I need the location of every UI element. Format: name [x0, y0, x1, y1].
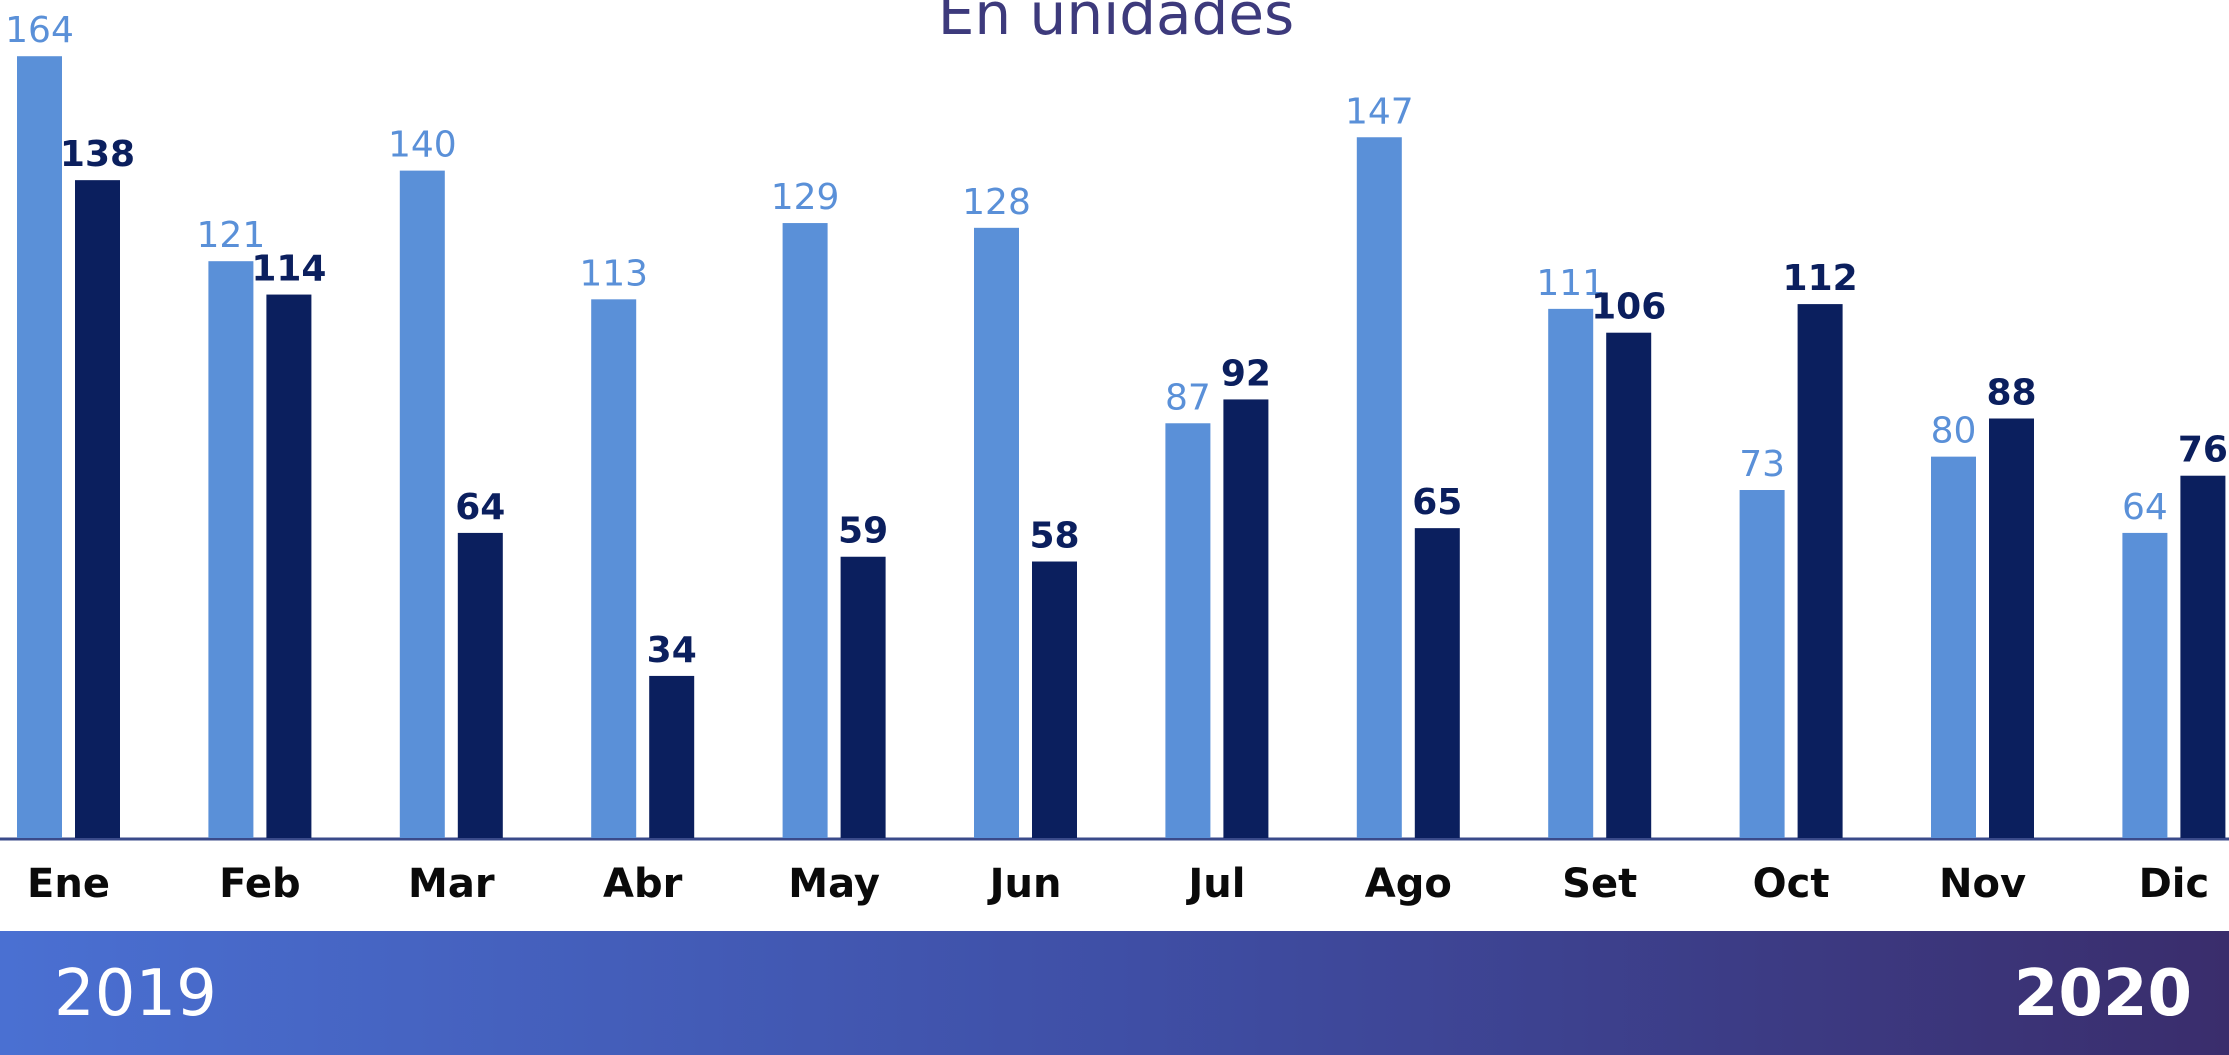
bar — [1548, 308, 1594, 838]
bar — [457, 532, 503, 838]
data-label: 73 — [1739, 444, 1785, 485]
bar — [17, 56, 62, 839]
bar — [266, 294, 312, 838]
bar — [208, 261, 254, 838]
x-tick-label: Set — [1562, 861, 1637, 907]
bar — [2180, 475, 2226, 838]
bar — [782, 223, 828, 838]
bar — [1606, 332, 1652, 838]
legend-entry: 2019 — [54, 957, 217, 1031]
data-label: 88 — [1986, 373, 2036, 414]
bar — [2122, 532, 2168, 838]
data-label: 87 — [1165, 377, 1211, 418]
data-label: 64 — [455, 487, 505, 528]
bar — [1414, 528, 1460, 838]
data-label: 106 — [1591, 287, 1666, 328]
bar — [1165, 423, 1211, 838]
bar — [1797, 304, 1843, 838]
bar — [1223, 399, 1269, 838]
data-label: 111 — [1536, 263, 1605, 304]
x-tick-label: Feb — [219, 861, 300, 907]
data-label: 64 — [2122, 487, 2168, 528]
bar — [399, 170, 445, 838]
x-tick-label: Abr — [603, 861, 683, 907]
chart-title: En unidades — [938, 0, 1295, 48]
x-tick-label: Jul — [1185, 861, 1245, 907]
data-label: 112 — [1783, 258, 1858, 299]
bar — [1931, 456, 1976, 838]
data-label: 92 — [1221, 353, 1271, 394]
bar — [75, 180, 120, 839]
data-label: 34 — [647, 630, 697, 671]
bar — [1356, 137, 1402, 839]
bar — [1989, 418, 2034, 838]
bar — [649, 675, 695, 838]
data-label: 80 — [1931, 411, 1977, 452]
legend-entry: 2020 — [2014, 957, 2192, 1031]
data-label: 65 — [1412, 482, 1462, 523]
data-label: 129 — [771, 177, 840, 218]
data-label: 76 — [2178, 430, 2228, 471]
bar — [591, 299, 637, 839]
x-tick-label: Ago — [1365, 861, 1452, 907]
legend-band — [0, 931, 2229, 1055]
x-tick-label: Nov — [1939, 861, 2026, 907]
data-label: 58 — [1029, 516, 1079, 557]
x-tick-label: May — [788, 861, 880, 907]
data-label: 147 — [1345, 91, 1414, 132]
x-tick-label: Ene — [27, 861, 110, 907]
bar — [1032, 561, 1077, 838]
data-label: 59 — [838, 511, 888, 552]
x-tick-label: Dic — [2139, 861, 2210, 907]
x-tick-label: Oct — [1753, 861, 1830, 907]
x-tick-label: Mar — [408, 861, 495, 907]
data-label: 114 — [251, 249, 326, 290]
data-label: 164 — [5, 10, 74, 51]
x-tick-label: Jun — [987, 861, 1062, 907]
data-label: 138 — [60, 134, 135, 175]
bar — [1739, 490, 1785, 838]
bar — [840, 556, 886, 838]
data-label: 128 — [962, 182, 1031, 223]
data-label: 121 — [197, 215, 266, 256]
bar — [974, 227, 1019, 839]
data-label: 113 — [579, 253, 648, 294]
data-label: 140 — [388, 125, 457, 166]
